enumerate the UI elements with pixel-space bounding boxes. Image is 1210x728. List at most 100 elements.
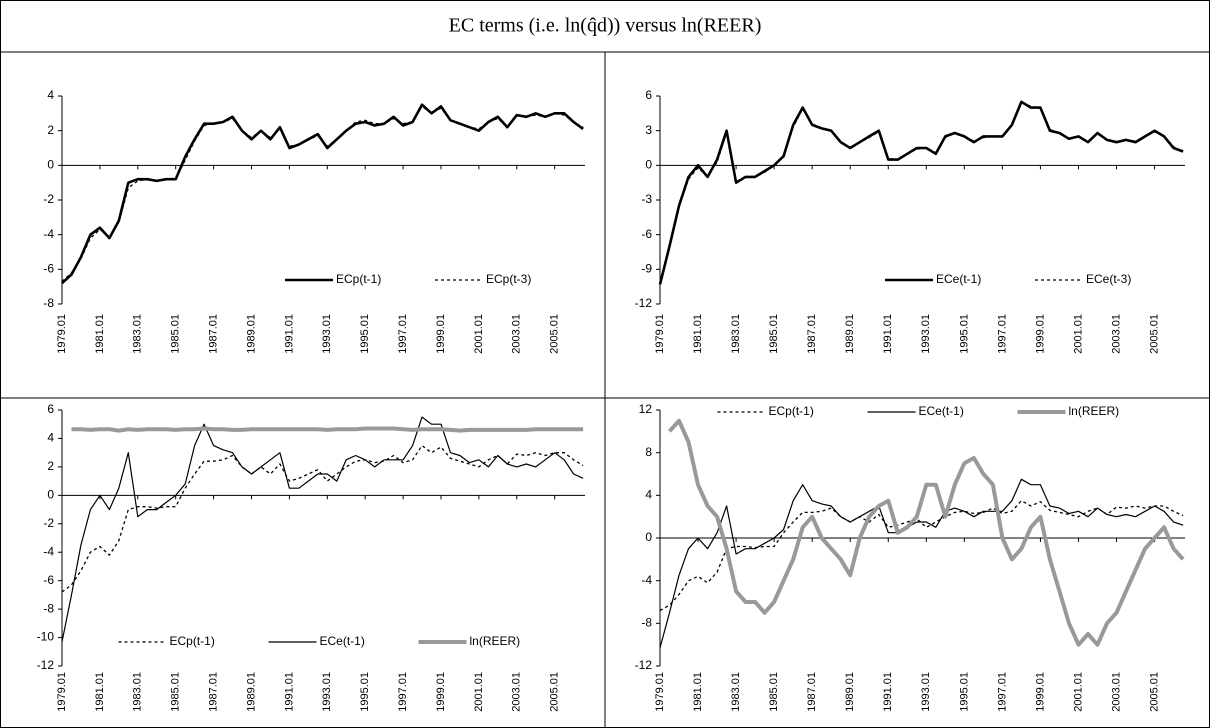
- x-tick-label: 2001.01: [473, 672, 485, 712]
- y-tick-label: 4: [47, 88, 54, 102]
- x-tick-label: 1991.01: [283, 672, 295, 712]
- y-tick-label: 0: [47, 488, 54, 502]
- series-line: [659, 478, 1184, 649]
- y-tick-label: 3: [645, 123, 652, 137]
- series-line: [659, 102, 1184, 284]
- x-tick-label: 1981.01: [692, 314, 704, 354]
- y-tick-label: -4: [641, 573, 652, 587]
- x-tick-label: 2005.01: [549, 672, 561, 712]
- y-tick-label: -6: [641, 227, 652, 241]
- x-tick-label: 1981.01: [94, 314, 106, 354]
- y-tick-label: 0: [645, 158, 652, 172]
- series-line: [668, 418, 1185, 647]
- x-tick-label: 2005.01: [1148, 314, 1160, 354]
- y-tick-label: 4: [645, 488, 652, 502]
- y-tick-label: 12: [639, 402, 653, 416]
- x-tick-label: 2005.01: [549, 314, 561, 354]
- x-tick-label: 1987.01: [806, 672, 818, 712]
- x-tick-label: 2001.01: [1072, 314, 1084, 354]
- x-tick-label: 1983.01: [132, 314, 144, 354]
- y-tick-label: -8: [43, 601, 54, 615]
- x-tick-label: 1987.01: [208, 314, 220, 354]
- x-tick-label: 1989.01: [245, 672, 257, 712]
- x-tick-label: 1995.01: [958, 314, 970, 354]
- x-tick-label: 1995.01: [958, 672, 970, 712]
- y-tick-label: 0: [645, 530, 652, 544]
- x-tick-label: 1999.01: [1034, 672, 1046, 712]
- x-tick-label: 1985.01: [768, 672, 780, 712]
- x-tick-label: 1999.01: [1034, 314, 1046, 354]
- x-tick-label: 2001.01: [1072, 672, 1084, 712]
- x-tick-label: 1987.01: [208, 672, 220, 712]
- x-tick-label: 1999.01: [435, 314, 447, 354]
- legend-label: ECe(t-3): [1086, 272, 1131, 286]
- legend-label: ECp(t-1): [769, 404, 814, 418]
- legend-label: ln(REER): [470, 634, 521, 648]
- y-tick-label: -6: [43, 573, 54, 587]
- x-tick-label: 1983.01: [730, 672, 742, 712]
- x-tick-label: 1979.01: [56, 314, 68, 354]
- y-tick-label: -8: [641, 616, 652, 630]
- x-tick-label: 2005.01: [1148, 672, 1160, 712]
- y-tick-label: 6: [47, 402, 54, 416]
- x-tick-label: 1985.01: [170, 672, 182, 712]
- legend-label: ln(REER): [1069, 404, 1120, 418]
- y-tick-label: 4: [47, 431, 54, 445]
- x-tick-label: 1987.01: [806, 314, 818, 354]
- legend-label: ECp(t-3): [486, 272, 531, 286]
- x-tick-label: 1983.01: [730, 314, 742, 354]
- x-tick-label: 1999.01: [435, 672, 447, 712]
- y-tick-label: -12: [635, 296, 653, 310]
- y-tick-label: 8: [645, 445, 652, 459]
- x-tick-label: 2003.01: [511, 314, 523, 354]
- x-tick-label: 1983.01: [132, 672, 144, 712]
- y-tick-label: -9: [641, 262, 652, 276]
- figure-title: EC terms (i.e. ln(q̂d)) versus ln(REER): [449, 15, 762, 37]
- y-tick-label: 0: [47, 158, 54, 172]
- x-tick-label: 1993.01: [920, 314, 932, 354]
- legend-label: ECe(t-1): [320, 634, 365, 648]
- y-tick-label: -2: [43, 516, 54, 530]
- y-tick-label: -2: [43, 192, 54, 206]
- x-tick-label: 1985.01: [768, 314, 780, 354]
- x-tick-label: 1993.01: [920, 672, 932, 712]
- legend-label: ECe(t-1): [936, 272, 981, 286]
- x-tick-label: 1985.01: [170, 314, 182, 354]
- series-line: [71, 426, 584, 433]
- y-tick-label: 2: [47, 459, 54, 473]
- legend-label: ECp(t-1): [170, 634, 215, 648]
- x-tick-label: 1991.01: [283, 314, 295, 354]
- x-tick-label: 1979.01: [654, 314, 666, 354]
- y-tick-label: -12: [635, 658, 653, 672]
- x-tick-label: 1989.01: [844, 314, 856, 354]
- x-tick-label: 1979.01: [56, 672, 68, 712]
- x-tick-label: 1997.01: [996, 314, 1008, 354]
- y-tick-label: -4: [43, 227, 54, 241]
- x-tick-label: 1997.01: [996, 672, 1008, 712]
- series-line: [659, 500, 1184, 612]
- y-tick-label: -10: [37, 630, 55, 644]
- y-tick-label: 2: [47, 123, 54, 137]
- y-tick-label: -12: [37, 658, 55, 672]
- series-line: [61, 105, 584, 282]
- x-tick-label: 2001.01: [473, 314, 485, 354]
- y-tick-label: -4: [43, 544, 54, 558]
- x-tick-label: 1979.01: [654, 672, 666, 712]
- series-line: [61, 416, 584, 642]
- x-tick-label: 1993.01: [321, 314, 333, 354]
- x-tick-label: 1997.01: [397, 314, 409, 354]
- x-tick-label: 1997.01: [397, 672, 409, 712]
- x-tick-label: 1991.01: [882, 314, 894, 354]
- series-line: [61, 444, 584, 593]
- x-tick-label: 1981.01: [94, 672, 106, 712]
- x-tick-label: 2003.01: [1110, 314, 1122, 354]
- y-tick-label: 6: [645, 88, 652, 102]
- x-tick-label: 1993.01: [321, 672, 333, 712]
- x-tick-label: 1989.01: [245, 314, 257, 354]
- x-tick-label: 1981.01: [692, 672, 704, 712]
- x-tick-label: 1989.01: [844, 672, 856, 712]
- x-tick-label: 2003.01: [1110, 672, 1122, 712]
- y-tick-label: -3: [641, 192, 652, 206]
- y-tick-label: -8: [43, 296, 54, 310]
